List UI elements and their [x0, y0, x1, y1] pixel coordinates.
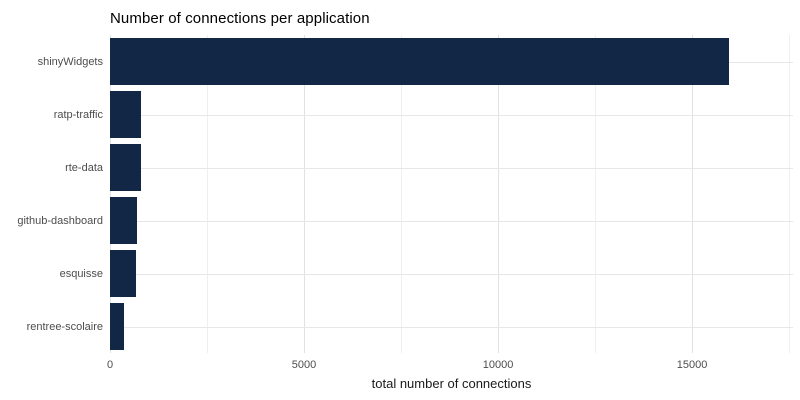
bar	[110, 37, 729, 86]
minor-gridline	[401, 35, 403, 353]
plot-panel	[110, 35, 793, 353]
y-axis-label: shinyWidgets	[37, 55, 103, 68]
y-axis-label: rte-data	[65, 161, 103, 174]
bar	[110, 302, 125, 351]
y-axis-label: ratp-traffic	[53, 108, 103, 121]
x-axis-tick-label: 0	[106, 359, 114, 371]
category-gridline	[110, 167, 793, 169]
bar	[110, 143, 141, 192]
category-gridline	[110, 114, 793, 116]
bar	[110, 196, 137, 245]
bar	[110, 249, 136, 298]
x-axis-tick-label: 15000	[676, 359, 708, 371]
chart-title: Number of connections per application	[110, 10, 370, 27]
category-gridline	[110, 326, 793, 328]
major-gridline	[692, 35, 694, 353]
category-gridline	[110, 273, 793, 275]
major-gridline	[498, 35, 500, 353]
minor-gridline	[207, 35, 208, 353]
bar	[110, 90, 142, 139]
major-gridline	[304, 35, 305, 353]
x-axis-tick-label: 5000	[291, 359, 317, 371]
x-axis-tick-label: 10000	[482, 359, 514, 371]
minor-gridline	[595, 35, 597, 353]
y-axis-labels: shinyWidgets ratp-traffic rte-data github-d…	[0, 0, 103, 400]
y-axis-label: rentree-scolaire	[26, 320, 103, 333]
major-gridline	[110, 35, 111, 353]
minor-gridline	[789, 35, 791, 353]
category-gridline	[110, 220, 793, 222]
y-axis-label: esquisse	[59, 267, 103, 280]
x-axis-title: total number of connections	[371, 376, 532, 391]
y-axis-label: github-dashboard	[17, 214, 103, 227]
